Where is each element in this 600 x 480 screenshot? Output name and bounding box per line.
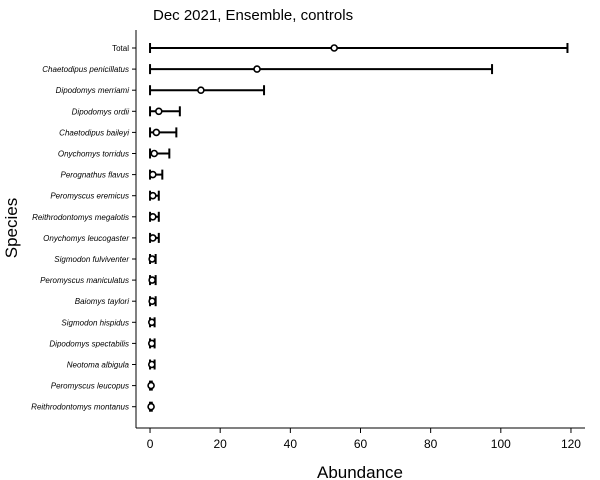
estimate-point (149, 170, 157, 179)
error-bar (149, 169, 164, 180)
error-bar (149, 148, 171, 159)
category-label: Neotoma albigula (67, 361, 130, 370)
error-bar (148, 254, 157, 264)
estimate-point (148, 255, 156, 263)
estimate-point (148, 297, 156, 306)
category-label: Peromyscus eremicus (50, 192, 129, 201)
estimate-point (197, 86, 205, 94)
error-bar (147, 380, 155, 391)
error-bar (147, 359, 156, 370)
estimate-point (147, 381, 155, 390)
category-label: Peromyscus maniculatus (40, 276, 129, 285)
error-bar (149, 64, 494, 75)
x-tick-label: 80 (424, 437, 438, 451)
error-bar (147, 401, 155, 412)
category-label: Onychomys leucogaster (43, 234, 129, 243)
category-label: Chaetodipus baileyi (59, 128, 129, 137)
category-label: Sigmodon hispidus (61, 318, 129, 327)
estimate-point (150, 149, 159, 158)
error-bar (149, 85, 266, 96)
category-label: Onychomys torridus (58, 150, 129, 159)
category-label: Baiomys taylori (75, 297, 129, 306)
error-bar (149, 211, 160, 222)
estimate-point (149, 191, 157, 200)
error-bar (147, 338, 156, 349)
error-bar (148, 275, 157, 286)
error-bar (149, 106, 181, 117)
error-bar (148, 296, 157, 307)
category-label: Perognathus flavus (61, 171, 130, 180)
estimate-point (330, 44, 338, 52)
chart-title: Dec 2021, Ensemble, controls (153, 7, 353, 24)
estimate-point (149, 213, 157, 221)
estimate-point (149, 234, 157, 242)
category-label: Chaetodipus penicillatus (42, 65, 129, 74)
estimate-point (148, 276, 156, 284)
category-labels: Total Chaetodipus penicillatus Dipodomys m… (31, 44, 129, 412)
estimate-point (155, 107, 163, 116)
estimate-point (147, 360, 156, 369)
x-tick-label: 120 (561, 437, 581, 451)
category-label: Dipodomys ordii (72, 107, 130, 116)
error-bar (149, 127, 178, 138)
category-label: Reithrodontomys megalotis (32, 213, 129, 222)
estimate-point (147, 318, 156, 327)
x-tick-label: 60 (354, 437, 368, 451)
category-label: Sigmodon fulviventer (54, 255, 129, 264)
category-label: Peromyscus leucopus (51, 382, 129, 391)
y-axis-title: Species (2, 198, 21, 258)
estimate-point (253, 65, 261, 73)
x-tick-label: 40 (284, 437, 298, 451)
x-tick-label: 20 (214, 437, 228, 451)
category-label: Dipodomys merriami (56, 86, 130, 95)
error-bars (147, 43, 569, 412)
estimate-point (147, 339, 156, 348)
error-bar (149, 43, 569, 53)
x-axis-title: Abundance (317, 463, 403, 480)
error-bar (147, 317, 156, 328)
error-bar (149, 232, 160, 243)
estimate-point (152, 128, 161, 137)
category-label: Reithrodontomys montanus (31, 403, 129, 412)
x-tick-label: 100 (491, 437, 511, 451)
error-bar (149, 190, 160, 201)
estimate-point (147, 402, 155, 411)
axes: 0 20 40 60 80 100 120 (132, 30, 585, 451)
category-label: Dipodomys spectabilis (49, 339, 129, 348)
category-label: Total (112, 44, 129, 53)
x-tick-label: 0 (147, 437, 154, 451)
